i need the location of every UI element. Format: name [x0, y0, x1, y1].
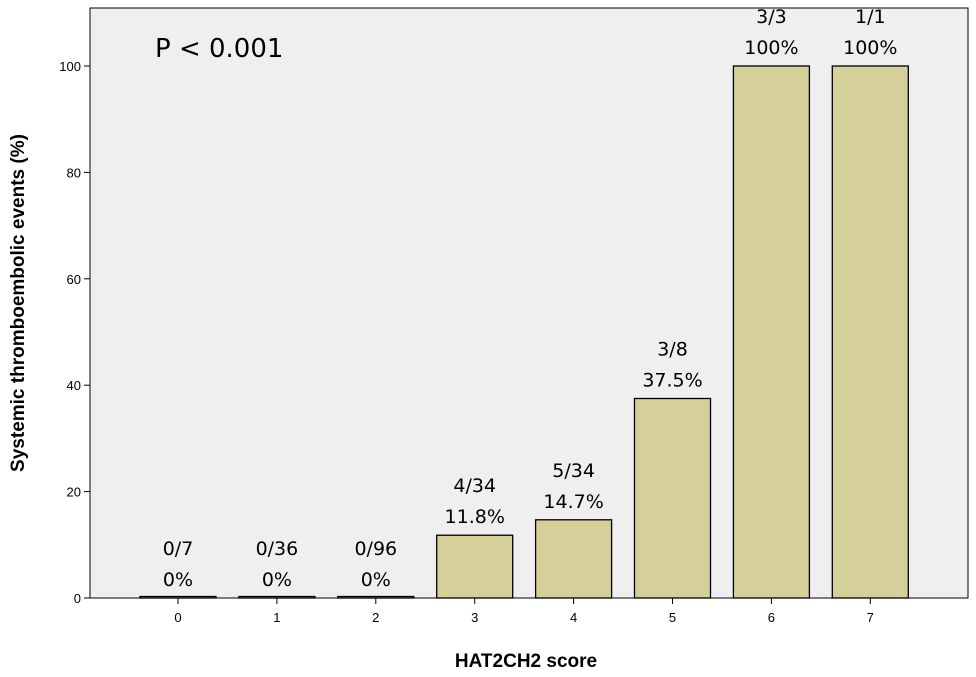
- plot-area: [89, 7, 969, 599]
- bar: [139, 595, 217, 599]
- bar-count-label: 5/34: [552, 460, 595, 482]
- y-tick-label: 80: [67, 165, 81, 180]
- x-tick-label: 0: [174, 610, 181, 625]
- bar-count-label: 1/1: [855, 6, 886, 28]
- bar: [238, 595, 316, 599]
- y-axis-title: Systemic thromboembolic events (%): [8, 134, 29, 472]
- x-tick-label: 6: [768, 610, 775, 625]
- annotation-p-value: P < 0.001: [155, 34, 283, 64]
- x-tick-label: 3: [471, 610, 478, 625]
- x-tick-label: 7: [867, 610, 874, 625]
- bar-percent-label: 11.8%: [445, 506, 505, 528]
- bar-percent-label: 100%: [744, 37, 798, 59]
- bar-percent-label: 0%: [262, 569, 292, 591]
- y-tick-label: 100: [59, 59, 81, 74]
- bar-count-label: 4/34: [453, 475, 496, 497]
- y-tick-label: 20: [67, 485, 81, 500]
- y-tick-label: 60: [67, 272, 81, 287]
- bar-percent-label: 100%: [843, 37, 897, 59]
- data-labels: 0/7 0% 0/36 0% 0/96 0% 4/34 11.8% 5/34 14.7% 3/8 37…: [163, 6, 898, 591]
- y-tick-label: 40: [67, 378, 81, 393]
- bar-count-label: 0/96: [354, 538, 397, 560]
- bar-percent-label: 0%: [163, 569, 193, 591]
- bar-count-label: 3/3: [756, 6, 787, 28]
- y-tick-label: 0: [74, 591, 81, 606]
- x-tick-label: 4: [570, 610, 577, 625]
- x-tick-label: 5: [669, 610, 676, 625]
- bar: [436, 534, 514, 599]
- x-axis: 0 1 2 3 4 5 6 7: [174, 598, 874, 625]
- bar: [831, 65, 909, 599]
- bar: [337, 595, 415, 599]
- bar: [534, 519, 613, 599]
- bar: [633, 397, 712, 599]
- x-tick-label: 1: [273, 610, 280, 625]
- x-axis-title: HAT2CH2 score: [455, 651, 597, 672]
- bar-percent-label: 14.7%: [543, 491, 603, 513]
- bar-series: [139, 65, 909, 599]
- bar-percent-label: 37.5%: [642, 370, 702, 392]
- bar-count-label: 0/36: [256, 538, 299, 560]
- y-axis: 0 20 40 60 80 100: [59, 59, 90, 606]
- bar: [732, 65, 811, 599]
- bar-count-label: 0/7: [163, 538, 194, 560]
- x-tick-label: 2: [372, 610, 379, 625]
- bar-count-label: 3/8: [657, 339, 688, 361]
- bar-percent-label: 0%: [361, 569, 391, 591]
